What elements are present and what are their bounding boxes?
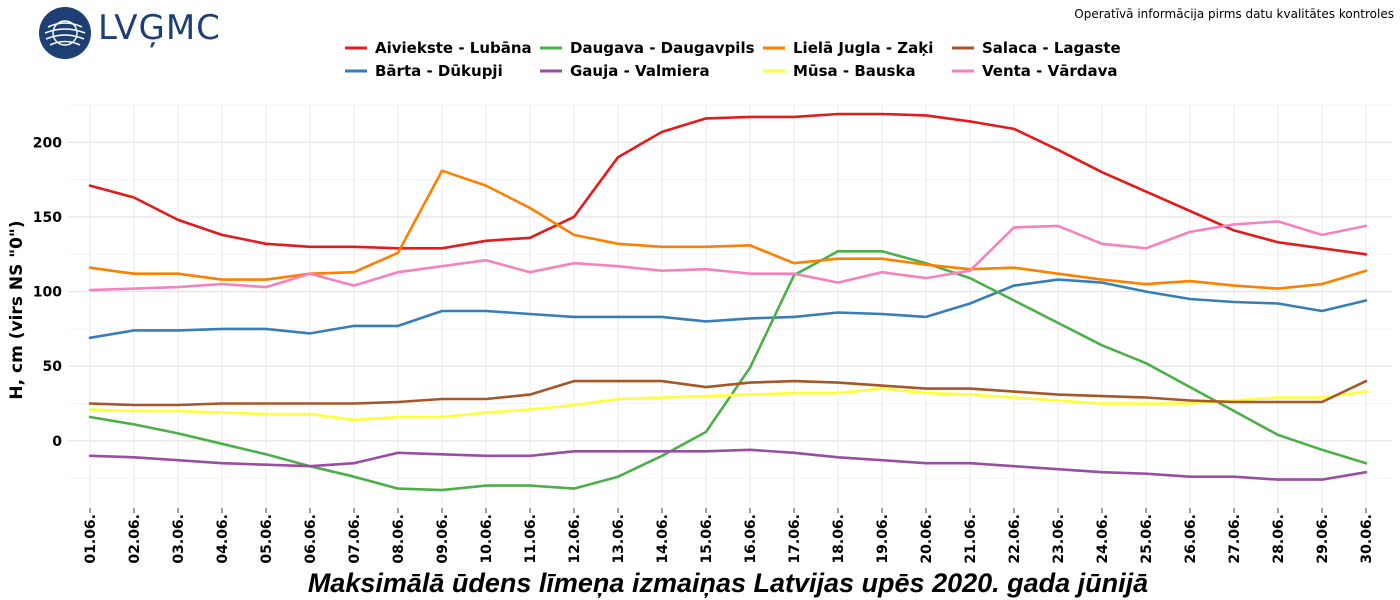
x-tick-label: 25.06. [1139,514,1155,564]
x-tick-label: 05.06. [259,514,275,564]
legend-label: Salaca - Lagaste [982,39,1121,57]
y-tick-label: 100 [33,285,62,301]
legend-label: Lielā Jugla - Zaķi [793,39,933,57]
logo-text: LVĢMC [98,8,221,48]
y-axis-title: H, cm (virs NS "0") [7,220,27,399]
logo-globe-icon [39,7,91,59]
x-tick-label: 03.06. [171,514,187,564]
legend-label: Gauja - Valmiera [570,62,710,80]
chart-grid [68,104,1392,508]
chart-title: Maksimālā ūdens līmeņa izmaiņas Latvijas… [308,568,1148,598]
x-tick-label: 30.06. [1359,514,1375,564]
x-tick-label: 08.06. [391,514,407,564]
x-tick-label: 17.06. [787,514,803,564]
legend-label: Aiviekste - Lubāna [375,39,532,57]
series-line [88,250,1368,492]
x-tick-label: 29.06. [1315,514,1331,564]
y-tick-label: 0 [52,434,62,450]
x-tick-label: 11.06. [523,514,539,564]
legend-label: Bārta - Dūkupji [375,62,503,80]
x-tick-label: 07.06. [347,514,363,564]
legend-label: Venta - Vārdava [982,62,1118,80]
x-tick-label: 13.06. [611,514,627,564]
x-tick-label: 22.06. [1007,514,1023,564]
x-tick-label: 16.06. [743,514,759,564]
y-tick-label: 150 [33,210,62,226]
series-line [88,387,1368,422]
series-line [88,379,1368,407]
x-tick-label: 09.06. [435,514,451,564]
x-tick-label: 18.06. [831,514,847,564]
x-tick-label: 24.06. [1095,514,1111,564]
x-tick-label: 15.06. [699,514,715,564]
x-tick-label: 26.06. [1183,514,1199,564]
y-axis-ticks: 0 50 100 150 200 [33,135,62,450]
x-tick-label: 02.06. [127,514,143,564]
status-subtitle: Operatīvā informācija pirms datu kvalitā… [1074,7,1394,21]
series-line [88,278,1368,340]
y-tick-label: 200 [33,135,62,151]
x-tick-label: 27.06. [1227,514,1243,564]
chart-series-lines [88,112,1368,492]
x-tick-label: 23.06. [1051,514,1067,564]
series-line [88,220,1368,292]
x-tick-label: 04.06. [215,514,231,564]
x-tick-label: 14.06. [655,514,671,564]
y-tick-label: 50 [43,359,63,375]
legend-label: Daugava - Daugavpils [570,39,755,57]
series-line [88,112,1368,256]
x-tick-label: 20.06. [919,514,935,564]
x-tick-label: 12.06. [567,514,583,564]
x-axis-ticks: 01.06. 02.06. 03.06. 04.06. 05.06. 06.06. 07.0… [83,508,1375,564]
x-tick-label: 10.06. [479,514,495,564]
x-tick-label: 21.06. [963,514,979,564]
lvgmc-logo [39,7,91,59]
x-tick-label: 06.06. [303,514,319,564]
series-line [88,448,1368,481]
x-tick-label: 01.06. [83,514,99,564]
chart-legend: Aiviekste - Lubāna Bārta - Dūkupji Daugava… [345,39,1121,80]
legend-label: Mūsa - Bauska [793,62,916,80]
x-tick-label: 28.06. [1271,514,1287,564]
x-tick-label: 19.06. [875,514,891,564]
